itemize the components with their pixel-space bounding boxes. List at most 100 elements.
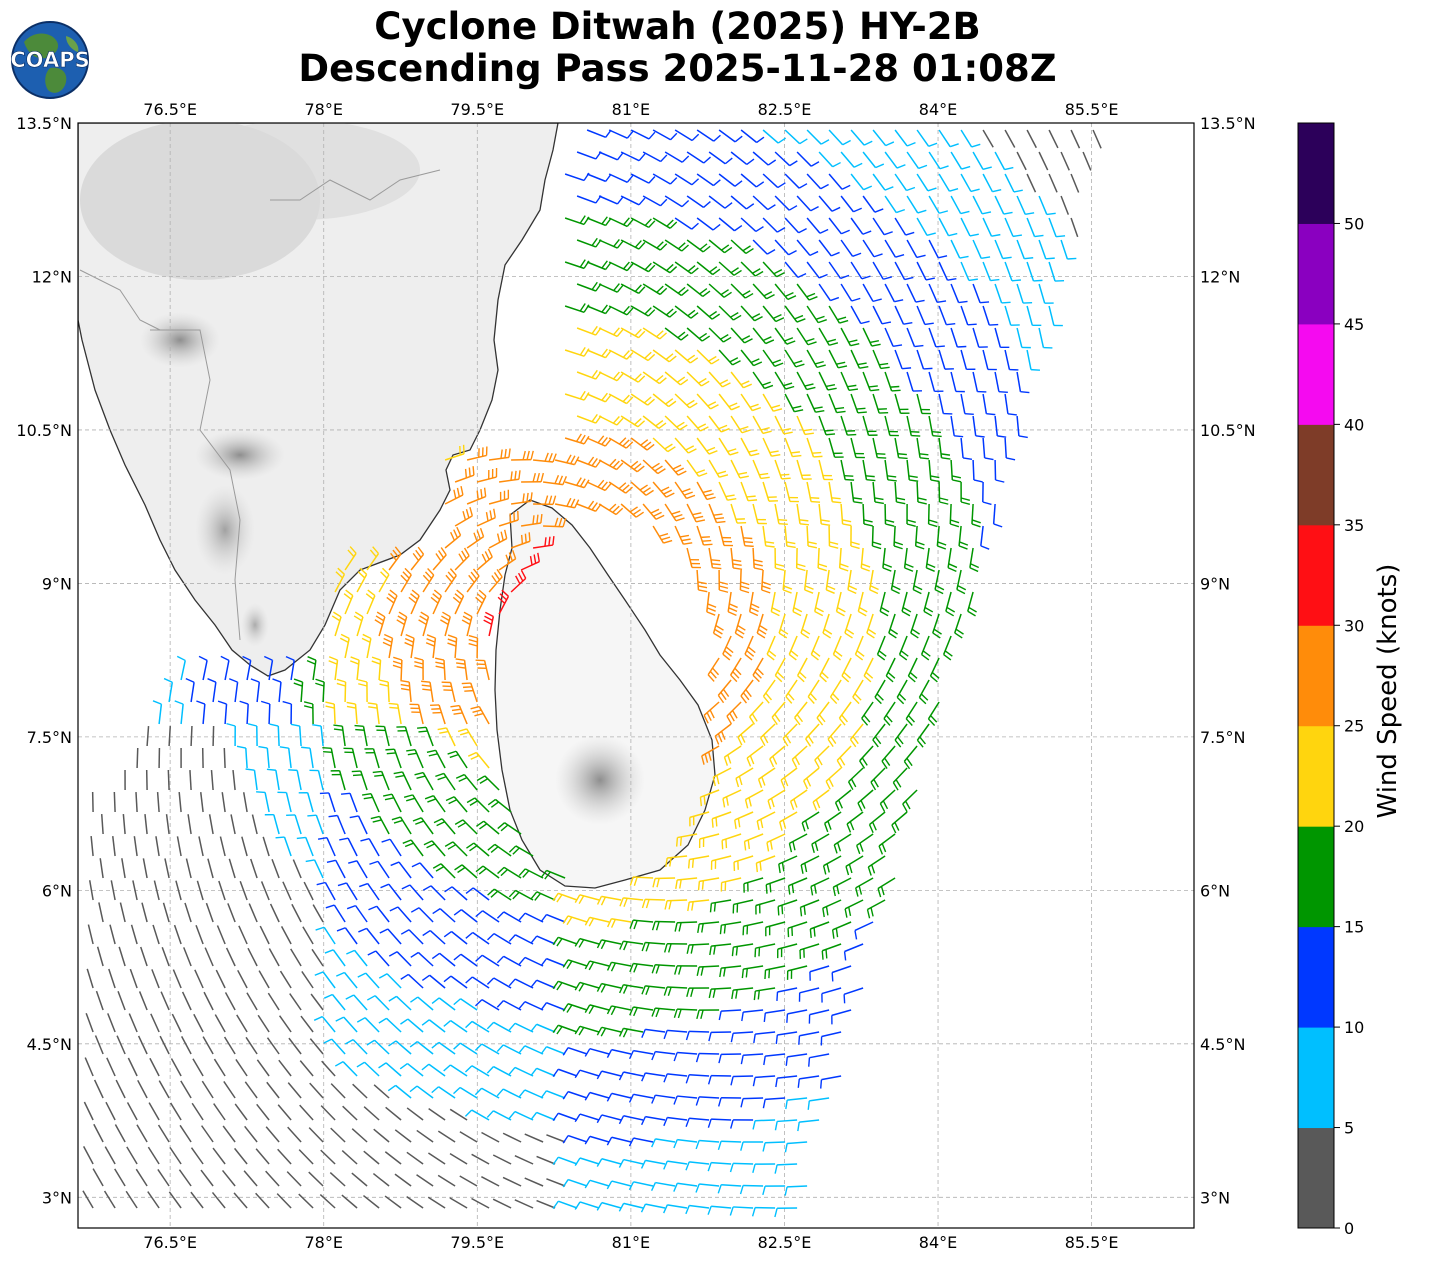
wind-barb-feather bbox=[584, 960, 591, 970]
wind-barb bbox=[524, 1045, 544, 1055]
wind-barb-feather bbox=[626, 396, 634, 405]
wind-barb-feather bbox=[408, 596, 417, 604]
wind-barb-feather bbox=[409, 1085, 418, 1093]
wind-barb bbox=[144, 814, 148, 835]
wind-barb-feather bbox=[470, 754, 480, 760]
wind-barb-feather bbox=[681, 289, 689, 296]
wind-barb-feather bbox=[663, 1030, 668, 1040]
wind-barb bbox=[377, 860, 390, 879]
wind-barb bbox=[630, 349, 649, 362]
wind-barb-feather bbox=[412, 817, 422, 822]
wind-barb bbox=[744, 833, 764, 843]
wind-barb-feather bbox=[359, 567, 368, 575]
wind-barb bbox=[749, 701, 764, 718]
wind-barb bbox=[784, 393, 795, 413]
wind-barb bbox=[867, 899, 886, 911]
wind-barb-feather bbox=[217, 700, 227, 705]
wind-barb-feather bbox=[861, 275, 871, 280]
wind-barb-feather bbox=[600, 984, 607, 993]
wind-barb-feather bbox=[869, 589, 879, 595]
wind-barb-feather bbox=[626, 307, 634, 316]
wind-barb bbox=[266, 1081, 280, 1099]
wind-barb bbox=[838, 701, 852, 719]
wind-barb bbox=[450, 975, 468, 989]
wind-barb bbox=[137, 1035, 148, 1055]
wind-barb bbox=[642, 195, 661, 207]
wind-barb bbox=[840, 239, 854, 257]
wind-barb-feather bbox=[293, 678, 303, 683]
wind-barb bbox=[170, 1102, 182, 1121]
wind-barb-feather bbox=[583, 392, 590, 401]
wind-barb bbox=[765, 1141, 786, 1144]
wind-barb-feather bbox=[712, 777, 716, 787]
wind-barb-feather bbox=[867, 866, 872, 876]
wind-barb-feather bbox=[421, 1063, 430, 1071]
wind-barb-feather bbox=[803, 905, 806, 915]
wind-barb bbox=[268, 660, 274, 681]
wind-barb-feather bbox=[655, 1008, 660, 1018]
wind-barb-feather bbox=[829, 545, 839, 549]
wind-barb bbox=[664, 151, 683, 163]
wind-barb-feather bbox=[562, 915, 569, 924]
wind-barb bbox=[410, 553, 425, 571]
wind-barb bbox=[564, 349, 585, 357]
wind-barb-feather bbox=[861, 757, 868, 766]
wind-barb-feather bbox=[663, 1204, 668, 1214]
wind-barb bbox=[303, 881, 314, 901]
wind-barb-feather bbox=[467, 751, 477, 757]
wind-barb bbox=[598, 459, 618, 471]
wind-barb bbox=[331, 1038, 346, 1055]
wind-barb-feather bbox=[776, 227, 786, 233]
wind-barb-feather bbox=[654, 465, 663, 472]
wind-barb-feather bbox=[775, 563, 785, 567]
wind-barb bbox=[810, 635, 820, 655]
wind-barb bbox=[385, 1062, 402, 1077]
wind-barb bbox=[1026, 129, 1037, 149]
wind-barb-feather bbox=[480, 489, 483, 499]
wind-barb-feather bbox=[854, 693, 862, 701]
wind-barb-feather bbox=[584, 1048, 591, 1057]
wind-barb-feather bbox=[774, 1208, 778, 1218]
wind-barb bbox=[212, 682, 217, 703]
wind-barb bbox=[372, 1173, 390, 1187]
wind-barb bbox=[766, 833, 786, 844]
wind-barb-feather bbox=[548, 495, 553, 505]
wind-barb bbox=[642, 283, 661, 296]
wind-barb bbox=[242, 792, 248, 813]
wind-barb bbox=[330, 1127, 346, 1143]
wind-barb bbox=[696, 217, 714, 231]
wind-barb bbox=[762, 679, 776, 697]
wind-barb-feather bbox=[378, 973, 388, 979]
wind-barb-feather bbox=[712, 268, 721, 276]
wind-barb bbox=[845, 855, 864, 867]
wind-barb bbox=[162, 902, 170, 923]
wind-barb-feather bbox=[729, 712, 735, 722]
wind-barb-feather bbox=[468, 642, 478, 647]
wind-barb-feather bbox=[982, 501, 992, 506]
wind-barb-feather bbox=[887, 475, 897, 478]
wind-barb bbox=[630, 217, 650, 229]
wind-barb bbox=[255, 1148, 270, 1165]
wind-barb bbox=[960, 261, 970, 281]
wind-barb bbox=[432, 595, 442, 615]
wind-barb-feather bbox=[400, 1018, 409, 1025]
wind-barb-feather bbox=[196, 700, 206, 705]
wind-barb bbox=[822, 943, 842, 952]
wind-barb bbox=[655, 963, 676, 967]
wind-barb bbox=[288, 1037, 302, 1055]
wind-barb-feather bbox=[628, 1137, 635, 1147]
wind-barbs bbox=[82, 129, 1102, 1218]
wind-barb-feather bbox=[848, 388, 859, 392]
wind-barb-feather bbox=[832, 501, 842, 504]
wind-barb-feather bbox=[464, 468, 468, 478]
wind-barb bbox=[755, 987, 776, 992]
wind-barb-feather bbox=[414, 657, 424, 661]
wind-barb bbox=[803, 767, 820, 782]
wind-barb-feather bbox=[695, 1053, 700, 1063]
wind-barb bbox=[1048, 173, 1058, 193]
wind-barb-feather bbox=[366, 995, 376, 1001]
wind-barb bbox=[296, 770, 302, 791]
colorbar-tick-label: 45 bbox=[1344, 315, 1364, 334]
wind-barb-feather bbox=[678, 965, 682, 975]
wind-barb bbox=[803, 569, 808, 590]
